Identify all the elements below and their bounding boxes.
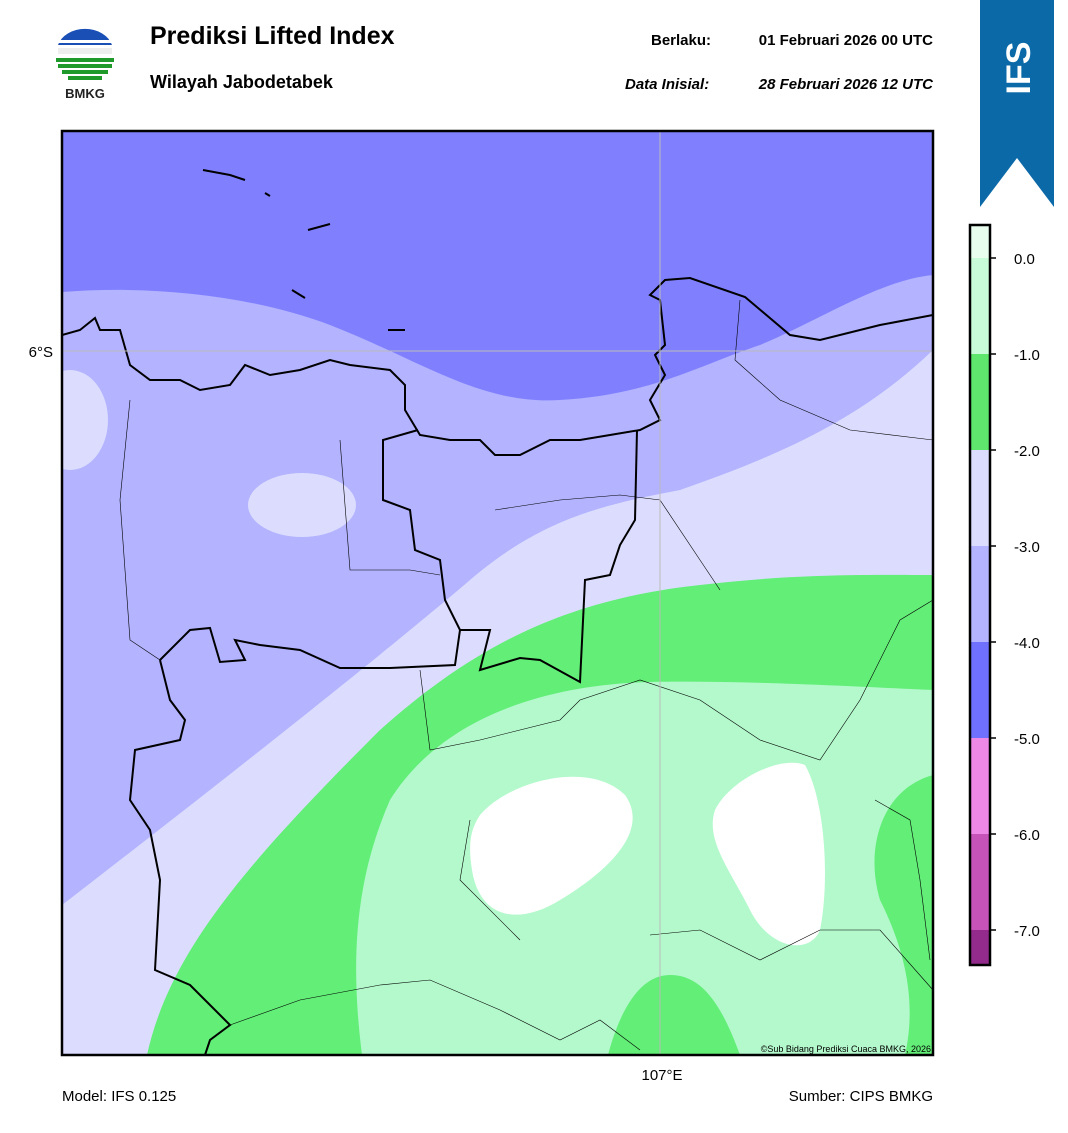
model: Model: IFS 0.125 [62, 1088, 176, 1105]
map-field [62, 131, 933, 1055]
title: Prediksi Lifted Index [150, 22, 395, 50]
logo-text: BMKG [65, 86, 105, 101]
banner-text: IFS [1000, 42, 1038, 95]
lon-label: 107°E [641, 1067, 682, 1084]
map-frame [60, 129, 935, 1057]
colorbar-label: 0.0 [1014, 251, 1035, 268]
credit: ©Sub Bidang Prediksi Cuaca BMKG, 2026 [761, 1044, 931, 1054]
subtitle: Wilayah Jabodetabek [150, 72, 334, 92]
logo: BMKG [56, 28, 114, 101]
colorbar-ticks: 0.0 -1.0 -2.0 -3.0 -4.0 -5.0 -6.0 -7.0 [990, 251, 1040, 940]
colorbar-label: -4.0 [1014, 635, 1040, 652]
lat-label: 6°S [29, 344, 53, 361]
init-label: Data Inisial: [625, 76, 709, 93]
colorbar-label: -2.0 [1014, 443, 1040, 460]
colorbar-label: -5.0 [1014, 731, 1040, 748]
source: Sumber: CIPS BMKG [789, 1088, 933, 1105]
colorbar-label: -7.0 [1014, 923, 1040, 940]
valid-label: Berlaku: [651, 32, 711, 49]
init-time: 28 Februari 2026 12 UTC [758, 76, 934, 93]
valid-time: 01 Februari 2026 00 UTC [759, 32, 933, 49]
colorbar-label: -1.0 [1014, 347, 1040, 364]
colorbar-label: -3.0 [1014, 539, 1040, 556]
colorbar [968, 223, 992, 967]
colorbar-label: -6.0 [1014, 827, 1040, 844]
banner [980, 0, 1054, 207]
